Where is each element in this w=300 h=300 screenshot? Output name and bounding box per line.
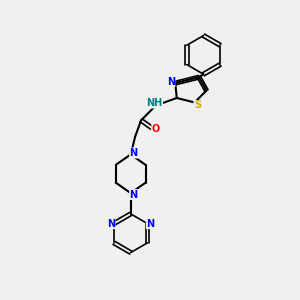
Text: N: N	[167, 76, 175, 87]
Text: NH: NH	[146, 98, 163, 108]
Text: N: N	[130, 148, 138, 158]
Text: O: O	[152, 124, 160, 134]
Text: N: N	[107, 219, 115, 229]
Text: N: N	[130, 190, 138, 200]
Text: S: S	[194, 100, 201, 110]
Text: N: N	[146, 219, 154, 229]
